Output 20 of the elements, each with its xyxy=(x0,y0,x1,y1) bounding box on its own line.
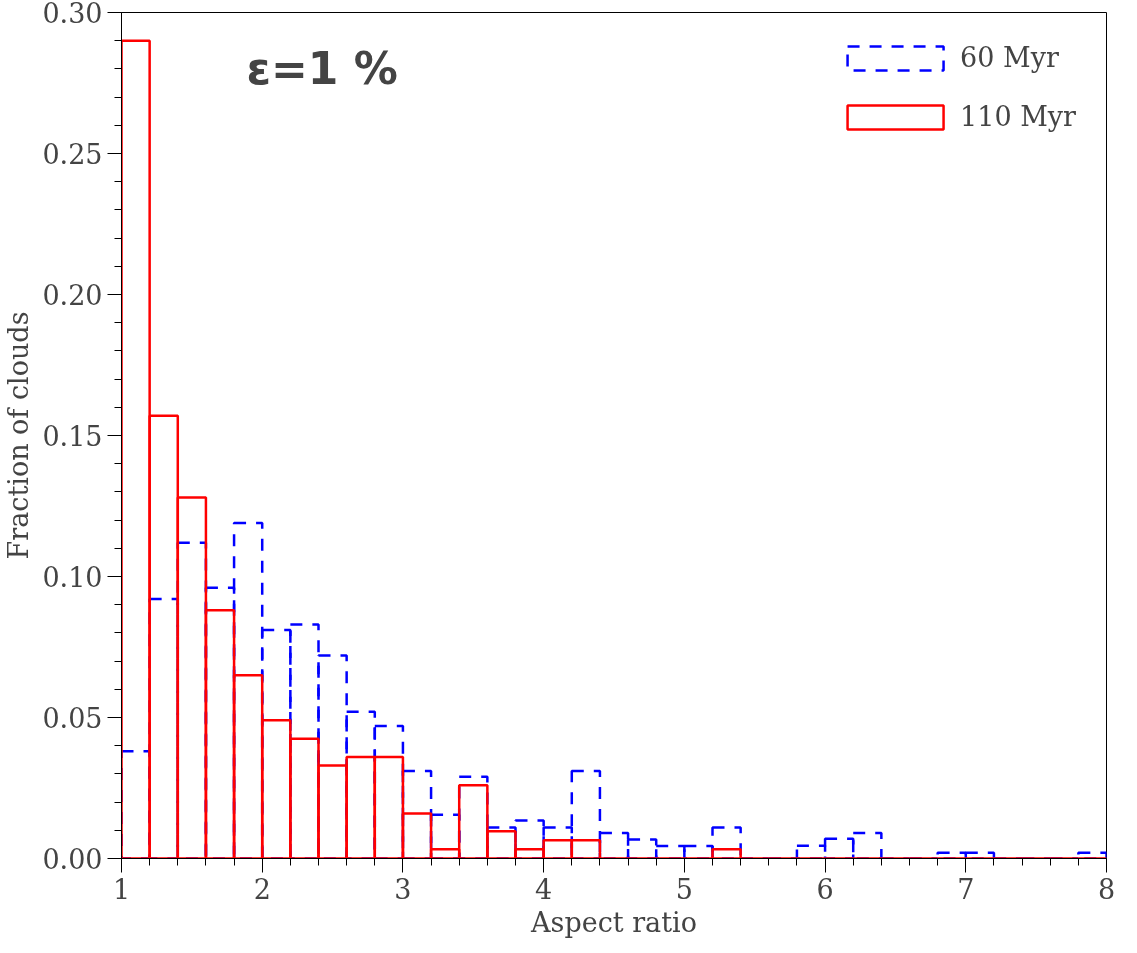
x-tick-label: 4 xyxy=(535,873,553,905)
y-tick-label: 0.20 xyxy=(42,280,103,311)
y-tick-label: 0.25 xyxy=(42,139,103,170)
y-tick-label: 0.15 xyxy=(42,421,103,452)
x-tick-label: 2 xyxy=(253,873,271,905)
x-tick-label: 5 xyxy=(675,873,693,905)
y-tick-label: 0.00 xyxy=(42,844,103,875)
y-tick-label: 0.30 xyxy=(42,0,103,29)
y-tick-label: 0.05 xyxy=(42,703,103,734)
x-axis-title: Aspect ratio xyxy=(530,906,697,938)
x-tick-label: 7 xyxy=(957,873,975,905)
legend-label: 60 Myr xyxy=(960,42,1059,73)
x-tick-label: 8 xyxy=(1097,873,1116,905)
x-tick-label: 6 xyxy=(816,873,834,905)
y-tick-label: 0.10 xyxy=(42,562,103,593)
x-tick-label: 1 xyxy=(112,873,131,905)
legend-label: 110 Myr xyxy=(960,101,1076,132)
y-axis-title: Fraction of clouds xyxy=(3,311,35,560)
x-tick-label: 3 xyxy=(394,873,412,905)
annotation: ε=1 % xyxy=(246,43,398,94)
